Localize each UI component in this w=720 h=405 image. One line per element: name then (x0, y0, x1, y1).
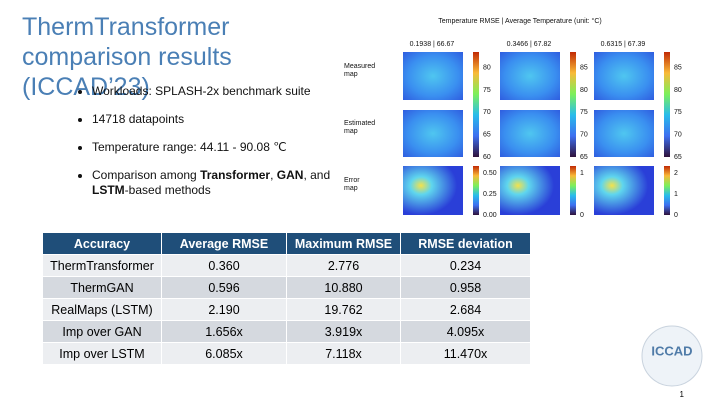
table-cell: ThermTransformer (42, 254, 162, 277)
colorbar-tick: 70 (483, 109, 491, 116)
colorbar (570, 166, 576, 215)
table-row: Imp over GAN 1.656x 3.919x 4.095x (42, 320, 531, 343)
table-cell: 19.762 (286, 298, 401, 321)
header-cell: Accuracy (42, 232, 162, 255)
table-cell: 3.919x (286, 320, 401, 343)
table-cell: 1.656x (161, 320, 287, 343)
colorbar-tick: 75 (483, 87, 491, 94)
bullet-text: Transformer (200, 168, 271, 182)
header-row: Accuracy Average RMSE Maximum RMSE RMSE dev… (42, 232, 531, 255)
table-cell: 0.234 (400, 254, 531, 277)
results-table: Accuracy Average RMSE Maximum RMSE RMSE dev… (42, 232, 531, 365)
heatmap (403, 52, 463, 100)
page-number: 1 (679, 390, 684, 399)
heatmap (500, 110, 560, 157)
heatmap (403, 166, 463, 215)
colorbar-tick: 0 (580, 212, 584, 219)
table-row: ThermTransformer 0.360 2.776 0.234 (42, 254, 531, 277)
colorbar-tick: 75 (580, 109, 588, 116)
heatmap (594, 52, 654, 100)
heatmap (403, 110, 463, 157)
colorbar-tick: 75 (674, 109, 682, 116)
column-label: 0.1938 | 66.67 (410, 41, 455, 48)
colorbar (473, 52, 479, 157)
logo: ICCAD (651, 343, 692, 358)
table-row: RealMaps (LSTM) 2.190 19.762 2.684 (42, 298, 531, 321)
heatmap (500, 52, 560, 100)
figure-caption: Temperature RMSE | Average Temperature (… (438, 17, 602, 25)
colorbar (664, 166, 670, 215)
bullet: 14718 datapoints (92, 112, 342, 127)
row-label: Estimated map (344, 120, 375, 135)
logo-badge (641, 325, 703, 387)
table-cell: 11.470x (400, 342, 531, 365)
colorbar (664, 52, 670, 157)
colorbar-tick: 1 (674, 191, 678, 198)
colorbar-tick: 65 (483, 132, 491, 139)
colorbar-tick: 65 (674, 154, 682, 161)
bullet: Temperature range: 44.11 - 90.08 ℃ (92, 140, 342, 155)
colorbar-tick: 80 (483, 65, 491, 72)
table-cell: 0.360 (161, 254, 287, 277)
colorbar-tick: 0.25 (483, 191, 497, 198)
table-cell: ThermGAN (42, 276, 162, 299)
bullet-text: -based methods (124, 183, 211, 197)
table-cell: 2.776 (286, 254, 401, 277)
colorbar-tick: 80 (580, 87, 588, 94)
bullet: Workloads: SPLASH-2x benchmark suite (92, 84, 342, 99)
table-cell: 10.880 (286, 276, 401, 299)
table-cell: Imp over GAN (42, 320, 162, 343)
colorbar-tick: 2 (674, 170, 678, 177)
heatmap (594, 110, 654, 157)
bullet-text: LSTM (92, 183, 125, 197)
colorbar (473, 166, 479, 215)
header-cell: RMSE deviation (400, 232, 531, 255)
colorbar-tick: 0.50 (483, 170, 497, 177)
column-label: 0.6315 | 67.39 (601, 41, 646, 48)
colorbar-tick: 0.00 (483, 212, 497, 219)
bullet-text: GAN (276, 168, 304, 182)
header-cell: Maximum RMSE (286, 232, 401, 255)
bullet-list: Workloads: SPLASH-2x benchmark suite 1471… (78, 84, 342, 211)
title: ThermTransformer comparison results (ICC… (22, 13, 232, 101)
row-label: Measured map (344, 63, 375, 78)
column-label: 0.3466 | 67.82 (507, 41, 552, 48)
bullet-text: , (270, 168, 277, 182)
bullet-text: Comparison among (92, 168, 201, 182)
table-cell: 0.958 (400, 276, 531, 299)
bullet-text: 14718 datapoints (92, 112, 185, 126)
table-cell: 2.684 (400, 298, 531, 321)
colorbar-tick: 70 (674, 132, 682, 139)
heatmap (594, 166, 654, 215)
colorbar-tick: 85 (674, 65, 682, 72)
bullet: Comparison among Transformer, GAN, and L… (92, 168, 342, 198)
colorbar-tick: 1 (580, 170, 584, 177)
bullet-text: , and (303, 168, 331, 182)
colorbar-tick: 70 (580, 132, 588, 139)
table-cell: 4.095x (400, 320, 531, 343)
table-row: Imp over LSTM 6.085x 7.118x 11.470x (42, 342, 531, 365)
table-cell: Imp over LSTM (42, 342, 162, 365)
table-row: ThermGAN 0.596 10.880 0.958 (42, 276, 531, 299)
colorbar-tick: 85 (580, 65, 588, 72)
table-cell: 6.085x (161, 342, 287, 365)
colorbar-tick: 80 (674, 87, 682, 94)
bullet-text: Temperature range: 44.11 - 90.08 ℃ (92, 140, 287, 154)
colorbar-tick: 0 (674, 212, 678, 219)
colorbar-tick: 60 (483, 154, 491, 161)
bullet-text: Workloads: SPLASH-2x benchmark suite (92, 84, 311, 98)
table-cell: 7.118x (286, 342, 401, 365)
colorbar (570, 52, 576, 157)
table-cell: RealMaps (LSTM) (42, 298, 162, 321)
table-cell: 0.596 (161, 276, 287, 299)
heatmap (500, 166, 560, 215)
row-label: Error map (344, 177, 360, 192)
colorbar-tick: 65 (580, 154, 588, 161)
header-cell: Average RMSE (161, 232, 287, 255)
table-cell: 2.190 (161, 298, 287, 321)
